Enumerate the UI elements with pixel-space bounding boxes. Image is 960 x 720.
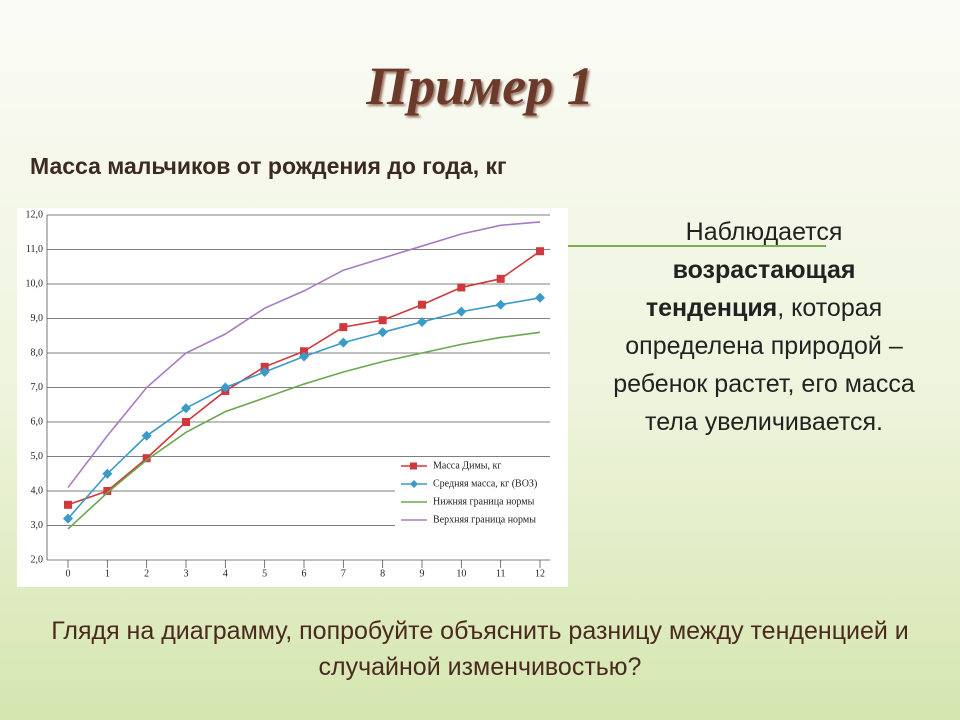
data-point xyxy=(220,382,231,393)
x-tick-label: 7 xyxy=(341,568,346,579)
data-point xyxy=(378,316,387,325)
y-tick-label: 6,0 xyxy=(31,416,44,427)
legend-marker xyxy=(410,462,417,470)
x-tick-label: 2 xyxy=(144,568,149,579)
note-text: , которая определена природой – ребенок … xyxy=(613,294,915,436)
x-tick-label: 4 xyxy=(223,568,228,579)
chart-background xyxy=(17,208,568,587)
legend-marker xyxy=(410,480,418,488)
data-point xyxy=(181,403,191,414)
y-tick-label: 11,0 xyxy=(26,244,43,255)
x-tick-label: 9 xyxy=(420,568,425,579)
y-tick-label: 9,0 xyxy=(31,313,44,324)
data-point xyxy=(495,299,506,310)
x-tick-label: 11 xyxy=(496,568,506,579)
subtitle: Масса мальчиков от рождения до года, кг xyxy=(30,153,507,179)
x-tick-label: 0 xyxy=(66,568,71,579)
x-tick-label: 6 xyxy=(302,568,307,579)
y-tick-label: 7,0 xyxy=(31,382,44,393)
data-point xyxy=(64,500,72,509)
y-tick-label: 3,0 xyxy=(31,520,44,531)
y-tick-label: 4,0 xyxy=(31,485,44,496)
data-point xyxy=(182,418,190,426)
data-point xyxy=(102,468,113,479)
legend-box xyxy=(395,458,555,530)
data-point xyxy=(535,292,545,303)
y-tick-label: 2,0 xyxy=(31,554,44,565)
x-tick-label: 12 xyxy=(535,568,545,579)
x-tick-label: 5 xyxy=(262,568,267,579)
y-tick-label: 12,0 xyxy=(26,209,44,220)
data-point xyxy=(259,366,270,377)
chart: 2,03,04,05,06,07,08,09,010,011,012,00 1 2 3… xyxy=(17,208,568,587)
y-tick-label: 5,0 xyxy=(31,451,44,462)
data-point xyxy=(536,247,544,256)
data-point xyxy=(103,487,112,495)
data-point xyxy=(418,300,426,309)
slide-title: Пример 1 xyxy=(366,56,594,116)
data-point xyxy=(417,316,427,327)
data-point xyxy=(300,347,308,356)
x-tick-label: 10 xyxy=(456,568,466,579)
data-point xyxy=(142,454,151,463)
legend-label: Верхняя граница нормы xyxy=(433,514,536,525)
x-tick-label: 3 xyxy=(184,568,189,579)
data-point xyxy=(339,323,348,332)
data-point xyxy=(338,337,349,348)
data-point xyxy=(260,362,269,371)
y-tick-label: 8,0 xyxy=(31,347,44,358)
data-point xyxy=(141,430,152,441)
data-point xyxy=(496,274,505,283)
note-text: Наблюдается xyxy=(685,218,843,246)
data-point xyxy=(299,351,309,362)
data-point xyxy=(457,283,466,292)
x-tick-label: 8 xyxy=(380,568,385,579)
data-point xyxy=(456,306,467,317)
series-line xyxy=(67,331,541,530)
series-line xyxy=(67,221,541,489)
y-tick-label: 10,0 xyxy=(26,278,44,289)
x-tick-label: 1 xyxy=(105,568,110,579)
question: Глядя на диаграмму, попробуйте объяснить… xyxy=(51,617,909,681)
data-point xyxy=(63,513,73,524)
legend-label: Средняя масса, кг (ВОЗ) xyxy=(433,478,537,489)
note-text: возрастающая тенденция xyxy=(645,256,856,322)
note: Наблюдается возрастающая тенденция, кото… xyxy=(600,213,928,441)
data-point xyxy=(377,327,388,338)
legend-label: Масса Димы, кг xyxy=(433,460,501,471)
legend-label: Нижняя граница нормы xyxy=(433,496,535,507)
